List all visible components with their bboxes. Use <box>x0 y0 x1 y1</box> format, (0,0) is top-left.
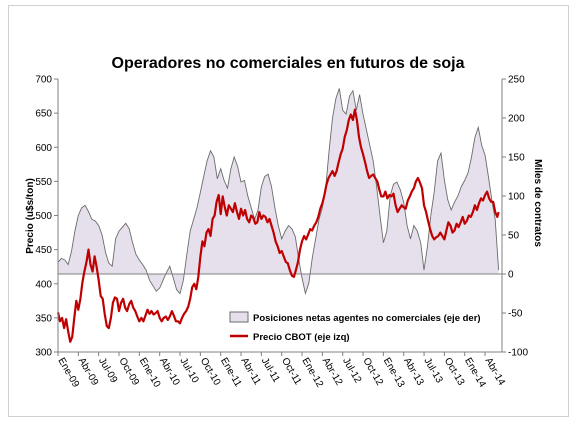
chart-frame: Operadores no comerciales en futuros de … <box>8 5 569 417</box>
right-tick-label: 0 <box>508 270 514 281</box>
left-tick-label: 500 <box>35 211 52 222</box>
legend: Posiciones netas agentes no comerciales … <box>229 311 481 343</box>
price-line-layer <box>56 108 500 343</box>
positions-area-layer <box>57 88 500 296</box>
price-series-line <box>56 108 500 343</box>
right-tick-label: -50 <box>508 309 523 320</box>
left-tick-label: 300 <box>35 348 52 359</box>
left-tick-label: 350 <box>35 313 52 324</box>
left-tick-label: 550 <box>35 177 52 188</box>
right-tick-label: 50 <box>508 231 520 242</box>
y-axis-label-right: Miles de contratos <box>532 159 543 247</box>
right-tick-label: 150 <box>508 153 525 164</box>
right-tick-label: 250 <box>508 75 525 86</box>
left-tick-label: 400 <box>35 279 52 290</box>
positions-area-fill <box>58 88 499 294</box>
right-tick-label: -100 <box>508 348 528 359</box>
positions-series-outline <box>57 88 500 296</box>
left-tick-label: 650 <box>35 109 52 120</box>
x-axis-ticks: Ene-09Abr-09Jul-09Oct-09Ene-10Abr-10Jul-… <box>55 352 507 390</box>
right-tick-label: 200 <box>508 114 525 125</box>
left-tick-label: 700 <box>35 75 52 86</box>
right-axis-ticks: -100 -50 0 50 100 150 200 250 <box>502 75 528 359</box>
left-axis-ticks: 300 350 400 450 500 550 600 650 700 <box>35 75 58 359</box>
legend-swatch-positions <box>229 311 249 323</box>
chart: Operadores no comerciales en futuros de … <box>25 55 543 390</box>
chart-title: Operadores no comerciales en futuros de … <box>112 55 465 72</box>
right-tick-label: 100 <box>508 192 525 203</box>
left-tick-label: 450 <box>35 245 52 256</box>
legend-label-price: Precio CBOT (eje izq) <box>253 332 350 343</box>
y-axis-label-left: Precio (u$s/ton) <box>25 178 36 254</box>
left-tick-label: 600 <box>35 143 52 154</box>
legend-label-positions: Posiciones netas agentes no comerciales … <box>253 313 481 324</box>
